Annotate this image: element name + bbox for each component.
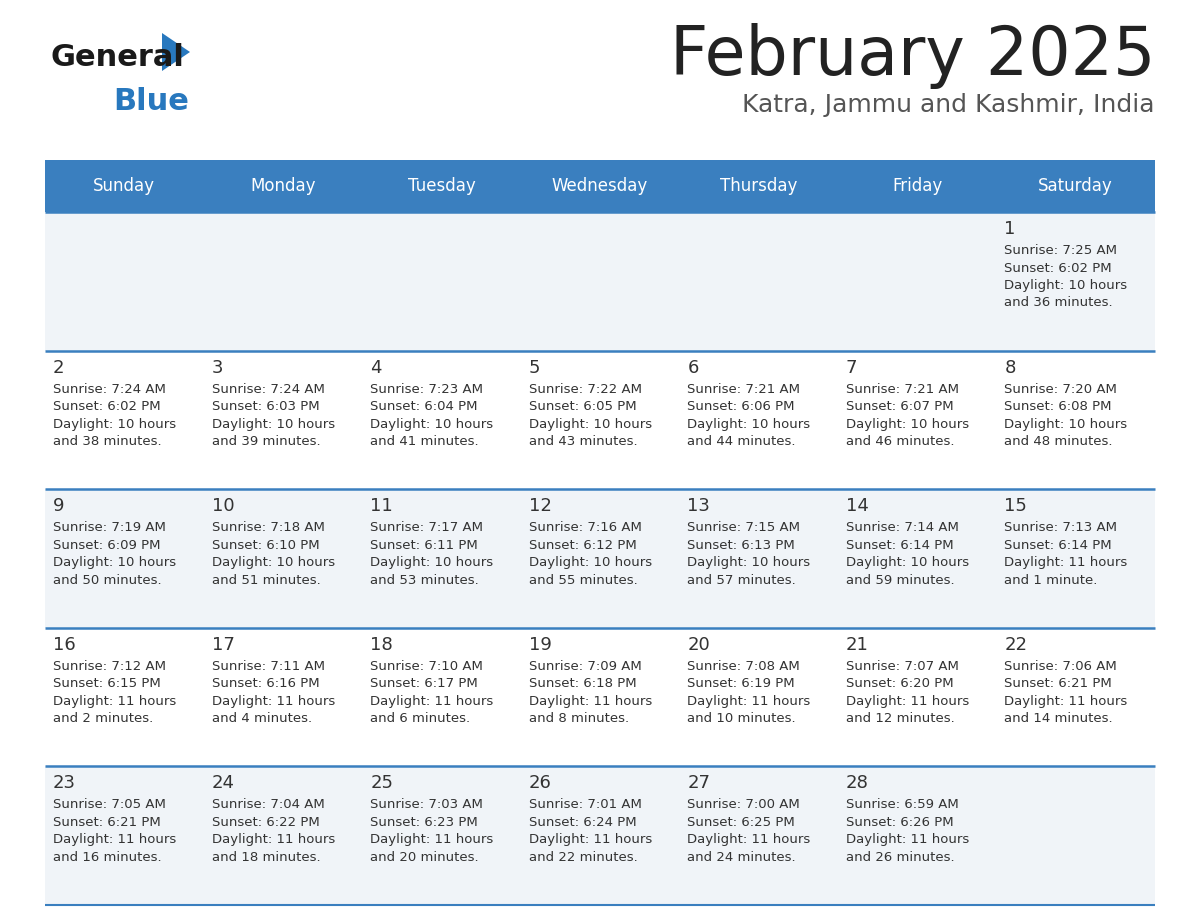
Bar	[45, 351, 1155, 489]
Text: Sunrise: 7:03 AM
Sunset: 6:23 PM
Daylight: 11 hours
and 20 minutes.: Sunrise: 7:03 AM Sunset: 6:23 PM Dayligh…	[371, 799, 493, 864]
Text: Sunrise: 7:25 AM
Sunset: 6:02 PM
Daylight: 10 hours
and 36 minutes.: Sunrise: 7:25 AM Sunset: 6:02 PM Dayligh…	[1004, 244, 1127, 309]
Text: 3: 3	[211, 359, 223, 376]
Text: Sunrise: 7:21 AM
Sunset: 6:07 PM
Daylight: 10 hours
and 46 minutes.: Sunrise: 7:21 AM Sunset: 6:07 PM Dayligh…	[846, 383, 969, 448]
Text: Sunrise: 7:06 AM
Sunset: 6:21 PM
Daylight: 11 hours
and 14 minutes.: Sunrise: 7:06 AM Sunset: 6:21 PM Dayligh…	[1004, 660, 1127, 725]
Text: Sunrise: 7:00 AM
Sunset: 6:25 PM
Daylight: 11 hours
and 24 minutes.: Sunrise: 7:00 AM Sunset: 6:25 PM Dayligh…	[688, 799, 810, 864]
Text: Katra, Jammu and Kashmir, India: Katra, Jammu and Kashmir, India	[742, 93, 1155, 117]
Text: Sunrise: 7:12 AM
Sunset: 6:15 PM
Daylight: 11 hours
and 2 minutes.: Sunrise: 7:12 AM Sunset: 6:15 PM Dayligh…	[53, 660, 176, 725]
Text: Sunrise: 7:23 AM
Sunset: 6:04 PM
Daylight: 10 hours
and 41 minutes.: Sunrise: 7:23 AM Sunset: 6:04 PM Dayligh…	[371, 383, 493, 448]
Text: Sunrise: 7:11 AM
Sunset: 6:16 PM
Daylight: 11 hours
and 4 minutes.: Sunrise: 7:11 AM Sunset: 6:16 PM Dayligh…	[211, 660, 335, 725]
Bar	[45, 767, 1155, 905]
Text: Sunrise: 7:19 AM
Sunset: 6:09 PM
Daylight: 10 hours
and 50 minutes.: Sunrise: 7:19 AM Sunset: 6:09 PM Dayligh…	[53, 521, 176, 587]
Text: Sunrise: 7:24 AM
Sunset: 6:03 PM
Daylight: 10 hours
and 39 minutes.: Sunrise: 7:24 AM Sunset: 6:03 PM Dayligh…	[211, 383, 335, 448]
Text: Sunrise: 7:21 AM
Sunset: 6:06 PM
Daylight: 10 hours
and 44 minutes.: Sunrise: 7:21 AM Sunset: 6:06 PM Dayligh…	[688, 383, 810, 448]
Bar	[45, 628, 1155, 767]
Bar	[45, 160, 203, 212]
Text: Saturday: Saturday	[1038, 177, 1113, 195]
Text: 25: 25	[371, 775, 393, 792]
Text: Sunrise: 7:01 AM
Sunset: 6:24 PM
Daylight: 11 hours
and 22 minutes.: Sunrise: 7:01 AM Sunset: 6:24 PM Dayligh…	[529, 799, 652, 864]
Polygon shape	[162, 33, 190, 71]
Text: 17: 17	[211, 636, 234, 654]
Text: 5: 5	[529, 359, 541, 376]
Text: Sunrise: 7:04 AM
Sunset: 6:22 PM
Daylight: 11 hours
and 18 minutes.: Sunrise: 7:04 AM Sunset: 6:22 PM Dayligh…	[211, 799, 335, 864]
Text: February 2025: February 2025	[670, 23, 1155, 89]
Text: 26: 26	[529, 775, 551, 792]
Text: General: General	[50, 43, 184, 72]
Text: Sunrise: 7:07 AM
Sunset: 6:20 PM
Daylight: 11 hours
and 12 minutes.: Sunrise: 7:07 AM Sunset: 6:20 PM Dayligh…	[846, 660, 969, 725]
Text: Thursday: Thursday	[720, 177, 797, 195]
Text: Sunday: Sunday	[94, 177, 156, 195]
Text: 9: 9	[53, 498, 64, 515]
Bar	[362, 160, 520, 212]
Text: 15: 15	[1004, 498, 1028, 515]
Text: 21: 21	[846, 636, 868, 654]
Bar	[680, 160, 838, 212]
Text: 22: 22	[1004, 636, 1028, 654]
Text: Sunrise: 7:15 AM
Sunset: 6:13 PM
Daylight: 10 hours
and 57 minutes.: Sunrise: 7:15 AM Sunset: 6:13 PM Dayligh…	[688, 521, 810, 587]
Text: Sunrise: 7:09 AM
Sunset: 6:18 PM
Daylight: 11 hours
and 8 minutes.: Sunrise: 7:09 AM Sunset: 6:18 PM Dayligh…	[529, 660, 652, 725]
Text: 14: 14	[846, 498, 868, 515]
Text: Monday: Monday	[251, 177, 316, 195]
Bar	[45, 489, 1155, 628]
Text: 18: 18	[371, 636, 393, 654]
Bar	[838, 160, 997, 212]
Text: Sunrise: 7:18 AM
Sunset: 6:10 PM
Daylight: 10 hours
and 51 minutes.: Sunrise: 7:18 AM Sunset: 6:10 PM Dayligh…	[211, 521, 335, 587]
Text: Sunrise: 7:16 AM
Sunset: 6:12 PM
Daylight: 10 hours
and 55 minutes.: Sunrise: 7:16 AM Sunset: 6:12 PM Dayligh…	[529, 521, 652, 587]
Bar	[520, 160, 680, 212]
Text: Sunrise: 7:13 AM
Sunset: 6:14 PM
Daylight: 11 hours
and 1 minute.: Sunrise: 7:13 AM Sunset: 6:14 PM Dayligh…	[1004, 521, 1127, 587]
Text: 13: 13	[688, 498, 710, 515]
Text: 11: 11	[371, 498, 393, 515]
Bar	[997, 160, 1155, 212]
Text: 27: 27	[688, 775, 710, 792]
Text: 4: 4	[371, 359, 381, 376]
Text: Sunrise: 7:10 AM
Sunset: 6:17 PM
Daylight: 11 hours
and 6 minutes.: Sunrise: 7:10 AM Sunset: 6:17 PM Dayligh…	[371, 660, 493, 725]
Bar	[45, 212, 1155, 351]
Text: Sunrise: 7:22 AM
Sunset: 6:05 PM
Daylight: 10 hours
and 43 minutes.: Sunrise: 7:22 AM Sunset: 6:05 PM Dayligh…	[529, 383, 652, 448]
Text: 7: 7	[846, 359, 858, 376]
Text: 28: 28	[846, 775, 868, 792]
Text: Sunrise: 7:05 AM
Sunset: 6:21 PM
Daylight: 11 hours
and 16 minutes.: Sunrise: 7:05 AM Sunset: 6:21 PM Dayligh…	[53, 799, 176, 864]
Text: 2: 2	[53, 359, 64, 376]
Text: 1: 1	[1004, 220, 1016, 238]
Text: Friday: Friday	[892, 177, 942, 195]
Text: Sunrise: 7:24 AM
Sunset: 6:02 PM
Daylight: 10 hours
and 38 minutes.: Sunrise: 7:24 AM Sunset: 6:02 PM Dayligh…	[53, 383, 176, 448]
Text: Tuesday: Tuesday	[407, 177, 475, 195]
Text: 16: 16	[53, 636, 76, 654]
Text: 8: 8	[1004, 359, 1016, 376]
Text: 24: 24	[211, 775, 234, 792]
Text: 20: 20	[688, 636, 710, 654]
Text: 19: 19	[529, 636, 551, 654]
Text: 12: 12	[529, 498, 551, 515]
Text: Sunrise: 7:20 AM
Sunset: 6:08 PM
Daylight: 10 hours
and 48 minutes.: Sunrise: 7:20 AM Sunset: 6:08 PM Dayligh…	[1004, 383, 1127, 448]
Text: 6: 6	[688, 359, 699, 376]
Text: Blue: Blue	[113, 87, 189, 116]
Text: Sunrise: 7:08 AM
Sunset: 6:19 PM
Daylight: 11 hours
and 10 minutes.: Sunrise: 7:08 AM Sunset: 6:19 PM Dayligh…	[688, 660, 810, 725]
Text: Sunrise: 7:14 AM
Sunset: 6:14 PM
Daylight: 10 hours
and 59 minutes.: Sunrise: 7:14 AM Sunset: 6:14 PM Dayligh…	[846, 521, 969, 587]
Text: Wednesday: Wednesday	[552, 177, 649, 195]
Bar	[203, 160, 362, 212]
Text: Sunrise: 6:59 AM
Sunset: 6:26 PM
Daylight: 11 hours
and 26 minutes.: Sunrise: 6:59 AM Sunset: 6:26 PM Dayligh…	[846, 799, 969, 864]
Text: Sunrise: 7:17 AM
Sunset: 6:11 PM
Daylight: 10 hours
and 53 minutes.: Sunrise: 7:17 AM Sunset: 6:11 PM Dayligh…	[371, 521, 493, 587]
Text: 10: 10	[211, 498, 234, 515]
Text: 23: 23	[53, 775, 76, 792]
